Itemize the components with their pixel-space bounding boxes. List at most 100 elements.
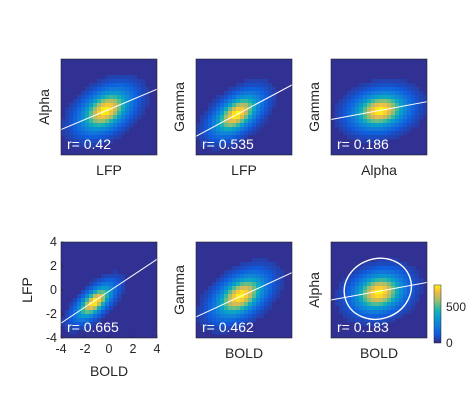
heatmap-cell xyxy=(411,87,416,92)
heatmap-cell xyxy=(105,135,110,140)
heatmap-cell xyxy=(248,322,253,327)
heatmap-cell xyxy=(371,318,376,323)
heatmap-cell xyxy=(339,123,344,128)
heatmap-cell xyxy=(367,322,372,327)
heatmap-cell xyxy=(379,79,384,84)
heatmap-cell xyxy=(252,83,257,88)
heatmap-cell xyxy=(391,103,396,108)
heatmap-cell xyxy=(216,135,221,140)
heatmap-cell xyxy=(85,286,90,291)
heatmap-cell xyxy=(89,127,94,132)
heatmap-cell xyxy=(252,123,257,128)
heatmap-cell xyxy=(351,270,356,275)
heatmap-cell xyxy=(248,91,253,96)
heatmap-cell xyxy=(204,111,209,116)
heatmap-cell xyxy=(89,139,94,144)
heatmap-cell xyxy=(81,127,86,132)
heatmap-cell xyxy=(379,87,384,92)
heatmap-cell xyxy=(252,99,257,104)
heatmap-cell xyxy=(196,318,201,323)
heatmap-cell xyxy=(109,79,114,84)
heatmap-cell xyxy=(347,119,352,124)
heatmap-cell xyxy=(379,127,384,132)
heatmap-cell xyxy=(228,306,233,311)
heatmap-cell xyxy=(85,135,90,140)
heatmap-cell xyxy=(335,294,340,299)
heatmap-cell xyxy=(232,314,237,319)
heatmap-cell xyxy=(415,119,420,124)
heatmap-cell xyxy=(367,310,372,315)
heatmap-cell xyxy=(121,123,126,128)
heatmap-cell xyxy=(351,131,356,136)
heatmap xyxy=(196,59,292,155)
heatmap-cell xyxy=(97,290,102,295)
heatmap-cell xyxy=(355,314,360,319)
heatmap-cell xyxy=(367,282,372,287)
heatmap-cell xyxy=(125,111,130,116)
heatmap-cell xyxy=(236,302,241,307)
heatmap-cell xyxy=(109,95,114,100)
heatmap-cell xyxy=(391,83,396,88)
heatmap-cell xyxy=(77,322,82,327)
heatmap-cell xyxy=(220,286,225,291)
heatmap-cell xyxy=(117,298,122,303)
heatmap-cell xyxy=(220,274,225,279)
heatmap-cell xyxy=(216,131,221,136)
heatmap-cell xyxy=(351,127,356,132)
heatmap-cell xyxy=(228,274,233,279)
heatmap-cell xyxy=(113,298,118,303)
heatmap-cell xyxy=(371,107,376,112)
heatmap-cell xyxy=(204,135,209,140)
y-tick-label: 2 xyxy=(50,259,57,273)
heatmap-cell xyxy=(232,127,237,132)
heatmap-cell xyxy=(343,290,348,295)
heatmap-cell xyxy=(256,298,261,303)
heatmap-cell xyxy=(347,314,352,319)
heatmap-cell xyxy=(272,278,277,283)
heatmap-cell xyxy=(248,119,253,124)
heatmap-cell xyxy=(395,298,400,303)
heatmap-cell xyxy=(419,95,424,100)
heatmap-cell xyxy=(113,103,118,108)
heatmap-cell xyxy=(220,111,225,116)
heatmap-cell xyxy=(105,83,110,88)
heatmap-cell xyxy=(264,107,269,112)
heatmap-cell xyxy=(240,91,245,96)
heatmap-cell xyxy=(272,298,277,303)
heatmap-cell xyxy=(232,111,237,116)
heatmap-cell xyxy=(204,119,209,124)
heatmap-cell xyxy=(264,83,269,88)
heatmap-cell xyxy=(367,83,372,88)
heatmap-cell xyxy=(383,310,388,315)
heatmap-cell xyxy=(391,290,396,295)
heatmap-cell xyxy=(375,107,380,112)
heatmap-cell xyxy=(383,87,388,92)
heatmap-cell xyxy=(216,314,221,319)
heatmap-cell xyxy=(232,274,237,279)
heatmap-cell xyxy=(113,274,118,279)
heatmap-cell xyxy=(347,91,352,96)
heatmap-cell xyxy=(224,282,229,287)
heatmap-cell xyxy=(347,318,352,323)
axes-box xyxy=(60,58,158,156)
heatmap-cell xyxy=(212,139,217,144)
y-axis-label: Gamma xyxy=(171,265,187,315)
heatmap-cell xyxy=(347,286,352,291)
heatmap-cell xyxy=(232,123,237,128)
heatmap-cell xyxy=(371,306,376,311)
heatmap-cell xyxy=(379,107,384,112)
heatmap-cell xyxy=(105,107,110,112)
heatmap-cell xyxy=(240,115,245,120)
heatmap-cell xyxy=(379,115,384,120)
heatmap-cell xyxy=(264,99,269,104)
heatmap-cell xyxy=(363,306,368,311)
heatmap-cell xyxy=(347,107,352,112)
heatmap-cell xyxy=(335,115,340,120)
heatmap-cell xyxy=(248,111,253,116)
heatmap-cell xyxy=(256,294,261,299)
heatmap-cell xyxy=(264,87,269,92)
heatmap-cell xyxy=(73,314,78,319)
heatmap-cell xyxy=(133,99,138,104)
heatmap-cell xyxy=(260,87,265,92)
heatmap-cell xyxy=(105,302,110,307)
